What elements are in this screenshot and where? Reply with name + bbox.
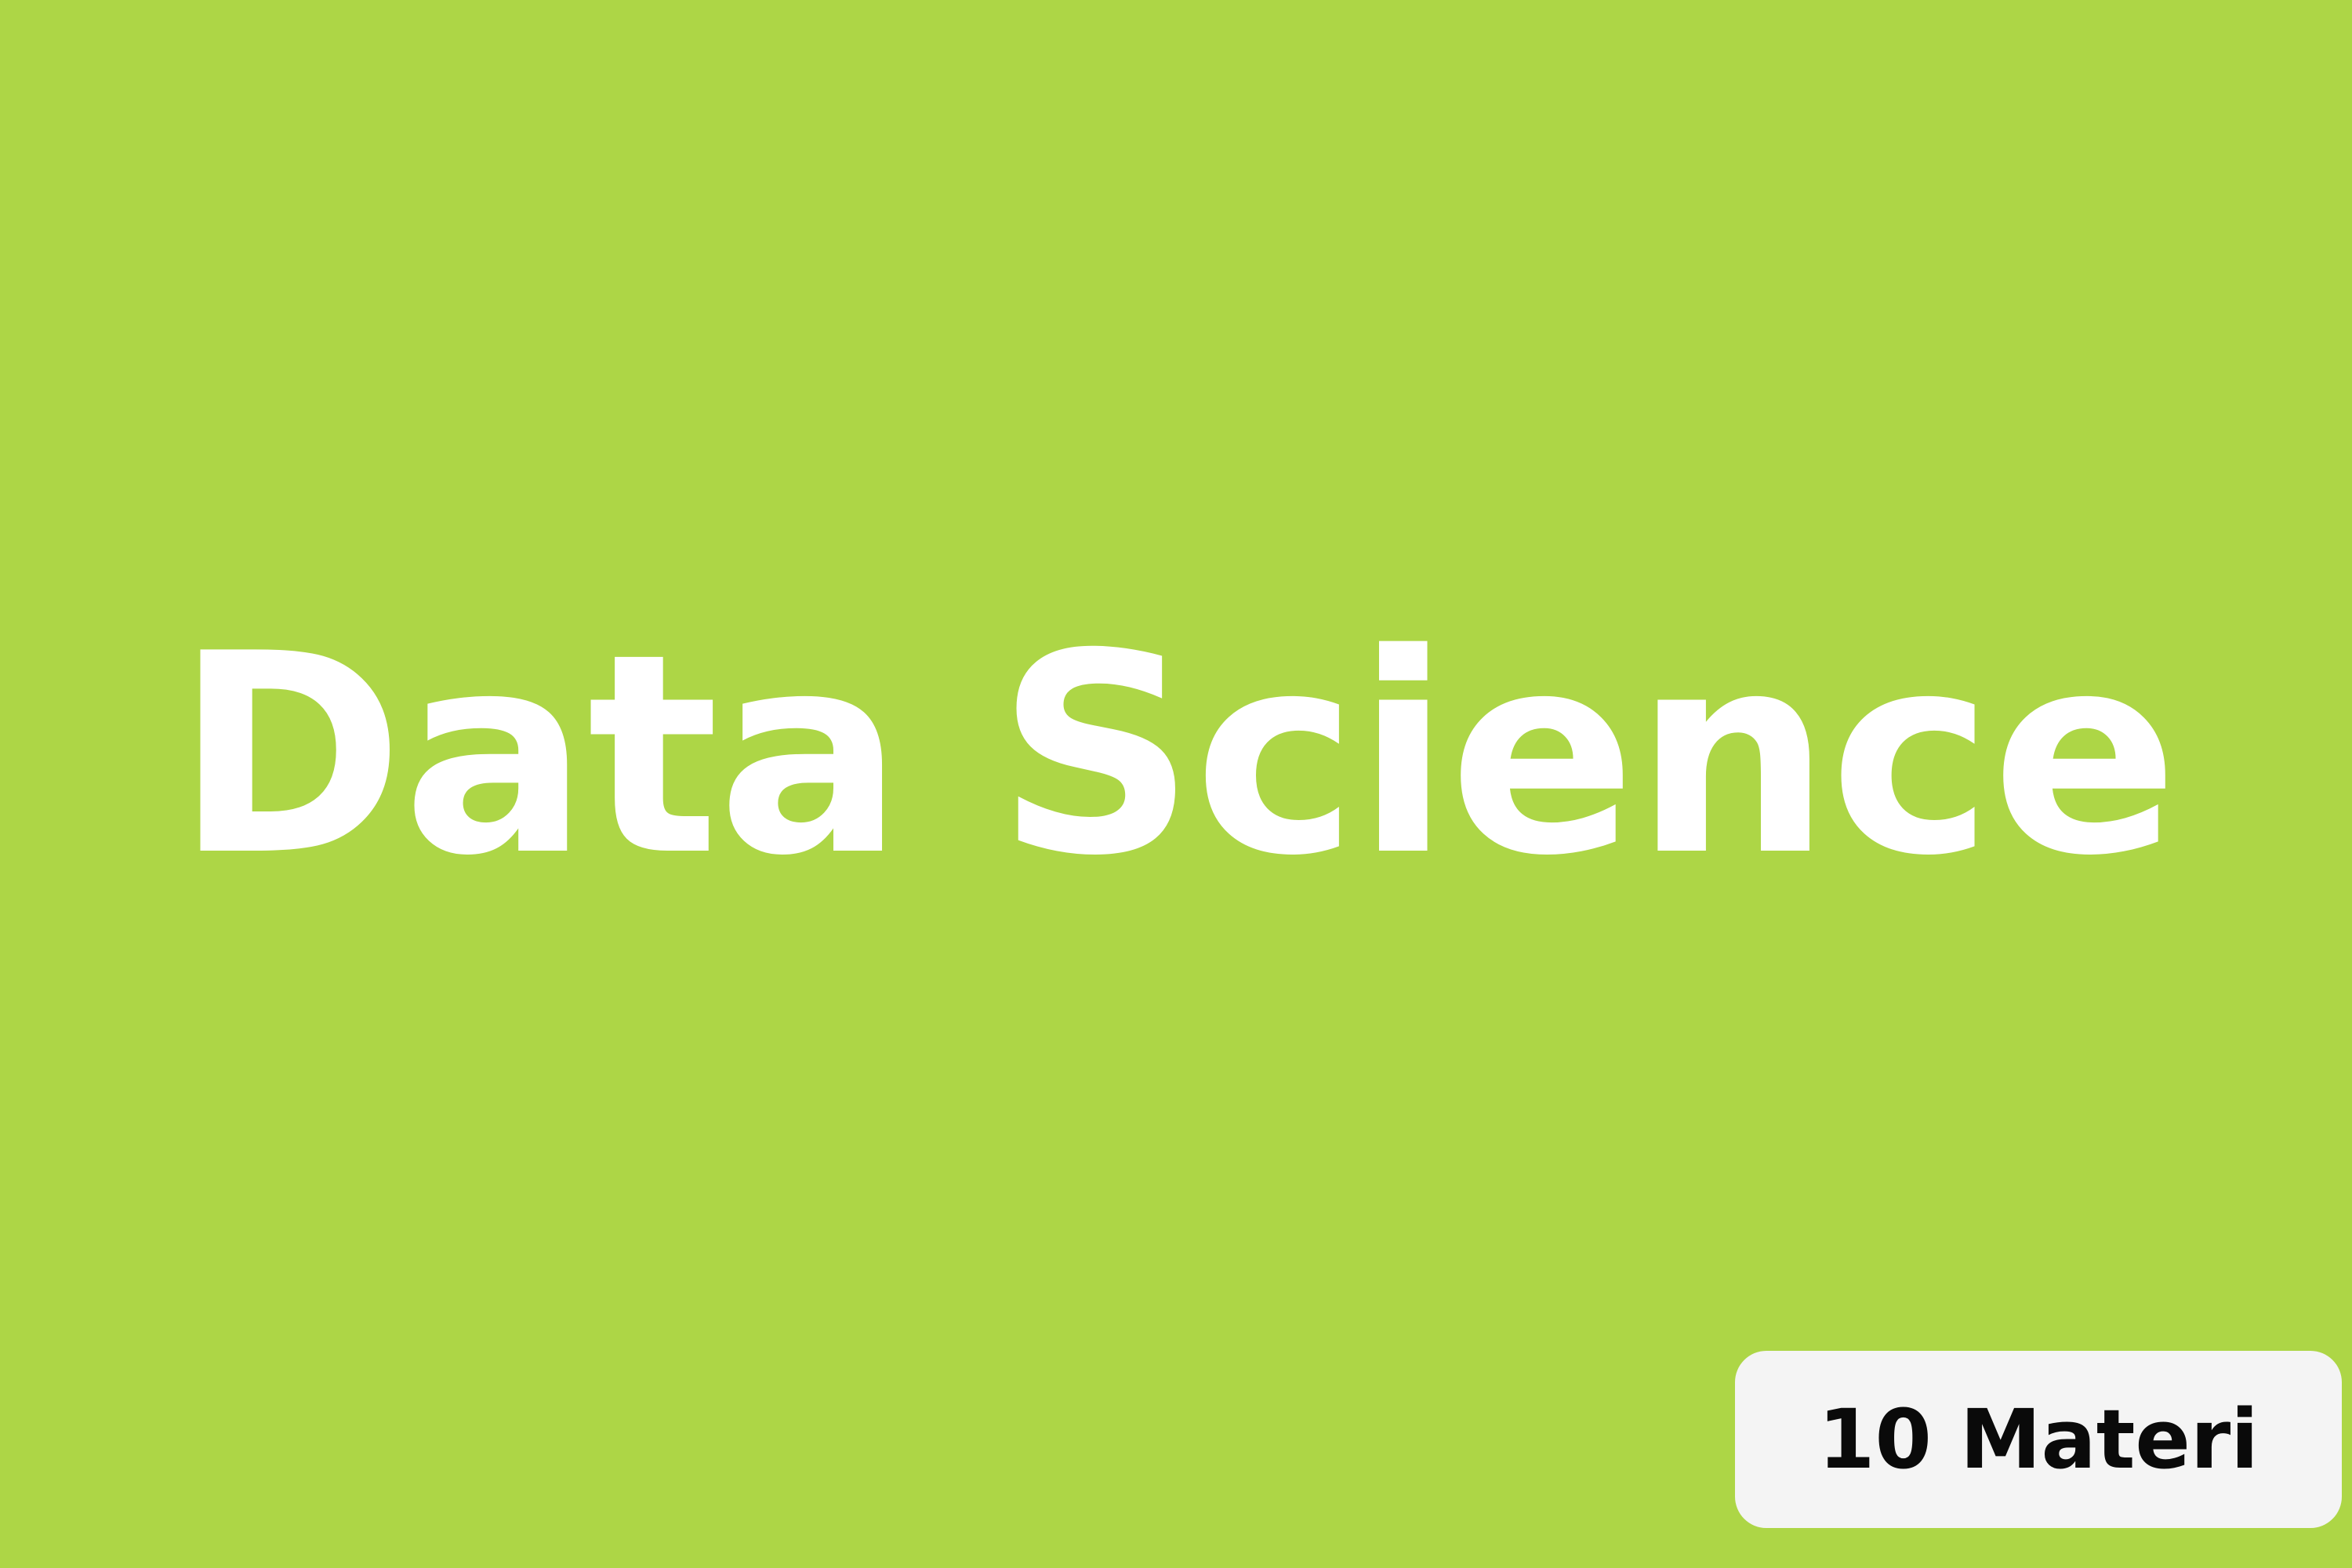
lesson-count-label: 10 Materi [1818,1392,2259,1487]
lesson-count-badge: 10 Materi [1735,1351,2342,1528]
course-title: Data Science [175,595,2179,916]
